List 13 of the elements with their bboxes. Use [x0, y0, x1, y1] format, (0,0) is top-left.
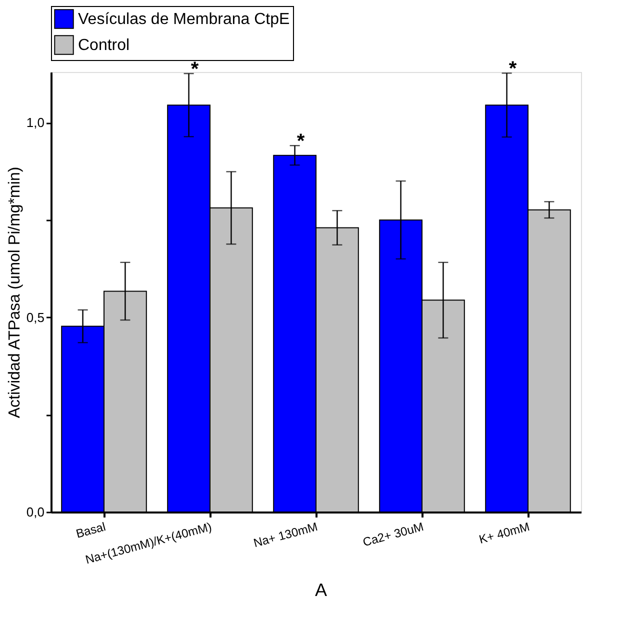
annotation: * — [190, 58, 199, 81]
text: A — [314, 580, 328, 600]
y-axis-title: Actividad ATPasa (umol Pi/mg*min) — [6, 166, 24, 418]
x-tick-label: Ca2+ 30uM — [361, 520, 426, 550]
legend-label: Control — [78, 37, 130, 54]
annotation: * — [296, 130, 305, 153]
y-tick-label: 0,5 — [26, 310, 44, 325]
x-tick-label: K+ 40mM — [478, 520, 532, 546]
legend-label: Vesículas de Membrana CtpE — [78, 11, 290, 28]
y-tick-label: 0,0 — [26, 504, 44, 520]
x-tick-label: Na+ 130mM — [252, 520, 320, 550]
y-tick-label: 1,0 — [26, 115, 44, 130]
annotation: * — [508, 58, 517, 80]
